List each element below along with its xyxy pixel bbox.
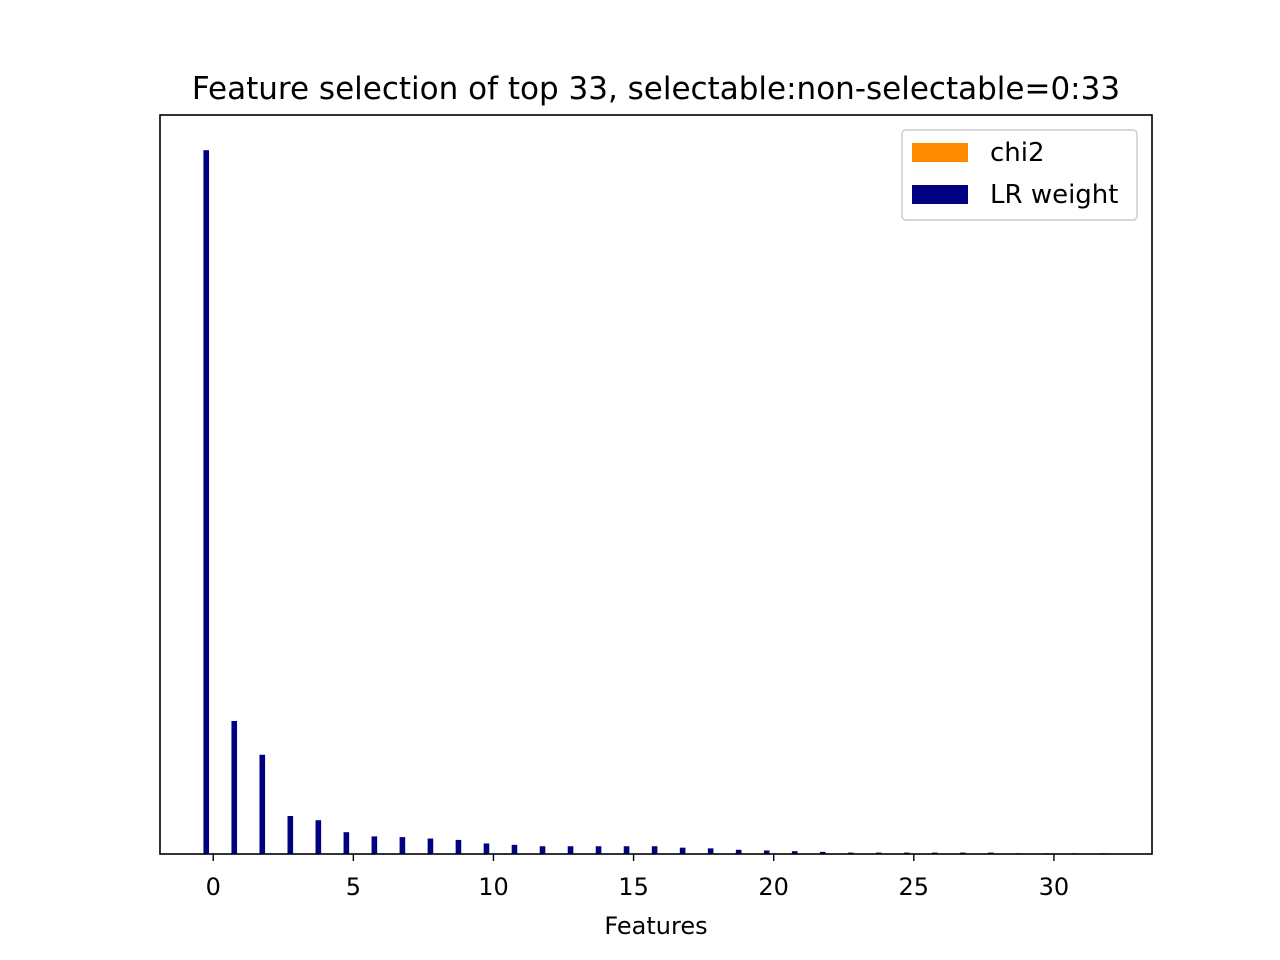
bar-lr-weight-12 bbox=[539, 846, 546, 854]
bar-lr-weight-4 bbox=[315, 820, 322, 854]
legend-label-chi2: chi2 bbox=[990, 138, 1045, 168]
bar-lr-weight-2 bbox=[259, 754, 266, 854]
bar-lr-weight-20 bbox=[763, 850, 770, 854]
bar-lr-weight-15 bbox=[623, 846, 630, 854]
plot-frame bbox=[159, 114, 1153, 855]
bar-lr-weight-3 bbox=[287, 815, 294, 854]
legend: chi2 LR weight bbox=[901, 129, 1138, 221]
bars-group bbox=[203, 150, 1106, 854]
bar-lr-weight-7 bbox=[399, 837, 406, 854]
chart-title: Feature selection of top 33, selectable:… bbox=[192, 71, 1120, 107]
bar-lr-weight-17 bbox=[679, 847, 686, 854]
bar-lr-weight-8 bbox=[427, 838, 434, 854]
bar-lr-weight-5 bbox=[343, 832, 350, 854]
x-axis-label: Features bbox=[604, 912, 707, 940]
bar-lr-weight-19 bbox=[735, 849, 742, 854]
bar-lr-weight-9 bbox=[455, 839, 462, 854]
x-tick-label: 25 bbox=[899, 873, 930, 901]
bar-lr-weight-16 bbox=[651, 846, 658, 854]
x-tick-label: 15 bbox=[618, 873, 649, 901]
x-tick-label: 10 bbox=[478, 873, 509, 901]
legend-swatch-lr-weight bbox=[912, 185, 968, 204]
bar-lr-weight-22 bbox=[819, 851, 826, 854]
x-tick-label: 0 bbox=[206, 873, 221, 901]
legend-label-lr-weight: LR weight bbox=[990, 180, 1118, 210]
bar-lr-weight-21 bbox=[791, 851, 798, 854]
legend-swatch-chi2 bbox=[912, 143, 968, 162]
x-tick-label: 20 bbox=[758, 873, 789, 901]
bar-lr-weight-18 bbox=[707, 848, 714, 854]
bar-lr-weight-14 bbox=[595, 846, 602, 854]
x-axis-ticks: 0 5 10 15 20 25 30 bbox=[206, 854, 1070, 901]
bar-lr-weight-10 bbox=[483, 843, 490, 854]
bar-lr-weight-6 bbox=[371, 836, 378, 854]
bar-lr-weight-1 bbox=[231, 720, 238, 854]
x-tick-label: 5 bbox=[346, 873, 361, 901]
bar-lr-weight-13 bbox=[567, 846, 574, 854]
x-tick-label: 30 bbox=[1039, 873, 1070, 901]
bar-lr-weight-11 bbox=[511, 844, 518, 854]
bar-lr-weight-0 bbox=[203, 150, 210, 854]
